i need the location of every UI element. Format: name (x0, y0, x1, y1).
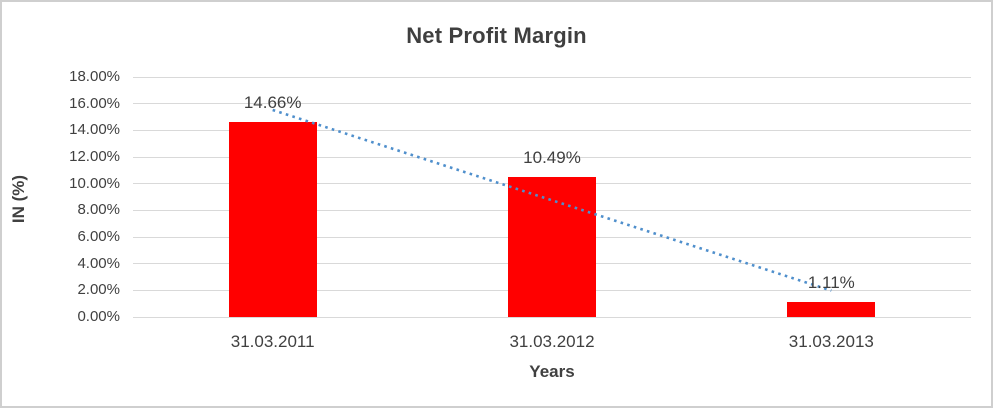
x-tick-label: 31.03.2011 (230, 332, 315, 351)
gridline (133, 103, 971, 105)
bar-31.03.2013 (787, 302, 876, 317)
y-tick-label: 2.00% (77, 281, 120, 299)
data-label: 14.66% (243, 92, 302, 112)
data-label: 1.11% (807, 273, 855, 293)
trendline-segment (272, 108, 832, 292)
x-tick-label: 31.03.2013 (788, 332, 874, 351)
y-tick-label: 6.00% (77, 228, 120, 245)
plot-area (133, 76, 971, 318)
y-tick-label: 16.00% (69, 94, 120, 112)
y-tick-label: 4.00% (77, 254, 120, 272)
y-tick-label: 0.00% (77, 308, 120, 325)
y-tick-label: 14.00% (69, 121, 120, 139)
bar-31.03.2012 (508, 177, 596, 317)
bar-31.03.2011 (228, 121, 317, 317)
data-label: 10.49% (523, 148, 581, 168)
y-tick-label: 8.00% (77, 201, 120, 219)
gridline (133, 129, 971, 131)
y-tick-label: 10.00% (69, 174, 120, 192)
x-axis-title: Years (529, 362, 575, 381)
gridline (133, 316, 971, 318)
chart-title: Net Profit Margin (406, 23, 587, 48)
y-tick-label: 18.00% (69, 68, 120, 85)
gridline (133, 76, 971, 78)
x-tick-label: 31.03.2012 (509, 332, 595, 351)
gridline (133, 156, 971, 158)
trendline (272, 108, 832, 292)
y-tick-label: 12.00% (69, 148, 120, 165)
